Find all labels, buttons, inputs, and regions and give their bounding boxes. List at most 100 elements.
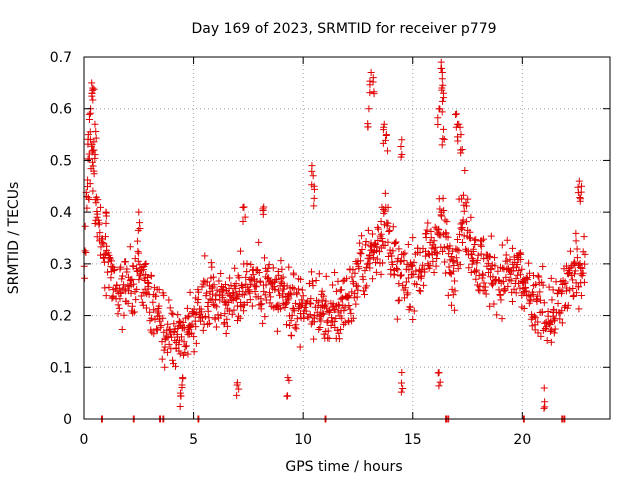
data-point [290,307,298,315]
data-point [458,195,466,203]
data-point [246,296,254,304]
data-point [473,256,481,264]
data-point [441,258,449,266]
data-point [579,269,587,277]
data-point-peak [92,134,100,142]
data-point [324,334,332,342]
data-point [83,204,91,212]
data-point [145,279,153,287]
data-point [262,281,270,289]
data-point [249,271,257,279]
data-point [351,289,359,297]
data-point-peak [235,385,243,393]
data-point [532,281,540,289]
data-point-peak [438,141,446,149]
data-point [116,284,124,292]
data-point-peak [136,219,144,227]
data-point [181,349,189,357]
data-point-peak [451,111,459,119]
data-point [126,243,134,251]
data-point [246,289,254,297]
data-point [332,315,340,323]
data-point [266,289,274,297]
data-point [449,257,457,265]
data-point [119,272,126,280]
data-point [269,264,277,272]
data-point [182,342,190,350]
data-point [395,280,403,288]
data-point [473,266,481,274]
data-point [537,332,545,340]
data-point [165,326,173,334]
data-point [466,228,474,236]
data-point-peak [89,146,97,154]
y-tick-label: 0.5 [50,153,72,169]
data-point [545,283,553,291]
data-point [240,291,248,299]
data-point [230,289,238,297]
data-point [503,257,511,265]
data-point [464,195,472,203]
data-point [451,277,459,285]
data-point [84,176,92,184]
data-point [426,262,434,270]
data-point [404,289,412,297]
data-point [275,301,283,309]
data-point [129,309,137,317]
data-point [130,308,138,316]
data-point [297,275,305,283]
data-point [558,319,566,327]
data-point [142,271,150,279]
data-point [174,311,182,319]
data-point [357,250,365,258]
data-point [482,290,490,298]
data-point [223,322,231,330]
data-point [127,276,135,284]
y-tick-label: 0.3 [50,257,72,273]
data-point [260,288,268,296]
data-point-peak [382,131,390,139]
data-point [96,203,104,211]
data-point [230,306,238,314]
data-point [518,265,526,273]
data-point-peak [86,109,94,117]
data-point-peak [434,369,442,377]
data-point-peak [398,368,406,376]
data-point [333,326,341,334]
data-point [377,217,385,225]
data-point [424,249,432,257]
data-point [337,286,345,294]
data-point [217,269,225,277]
data-point [261,313,269,321]
data-point-peak [179,375,187,383]
data-point [296,343,304,351]
data-point [179,318,187,326]
data-point-peak [384,147,392,155]
data-point [173,330,181,338]
data-point [501,286,509,294]
data-point [360,287,368,295]
data-point [462,202,470,210]
data-point [572,229,580,237]
data-point-peak [436,378,444,386]
data-point-peak [91,151,99,159]
data-point [391,239,399,247]
data-point-peak [397,143,405,151]
data-point [175,347,183,355]
data-point-peak [435,368,443,376]
data-point [204,320,212,328]
data-point [128,275,136,283]
data-point [325,335,333,343]
data-point [370,254,378,262]
data-point-peak [241,213,249,221]
data-point [147,272,155,280]
data-point [440,243,448,251]
data-point [463,218,471,226]
data-point [504,282,512,290]
data-point [449,291,457,299]
data-point-peak [309,172,317,180]
data-point [546,327,554,335]
data-point [265,261,273,269]
data-point [310,318,318,326]
